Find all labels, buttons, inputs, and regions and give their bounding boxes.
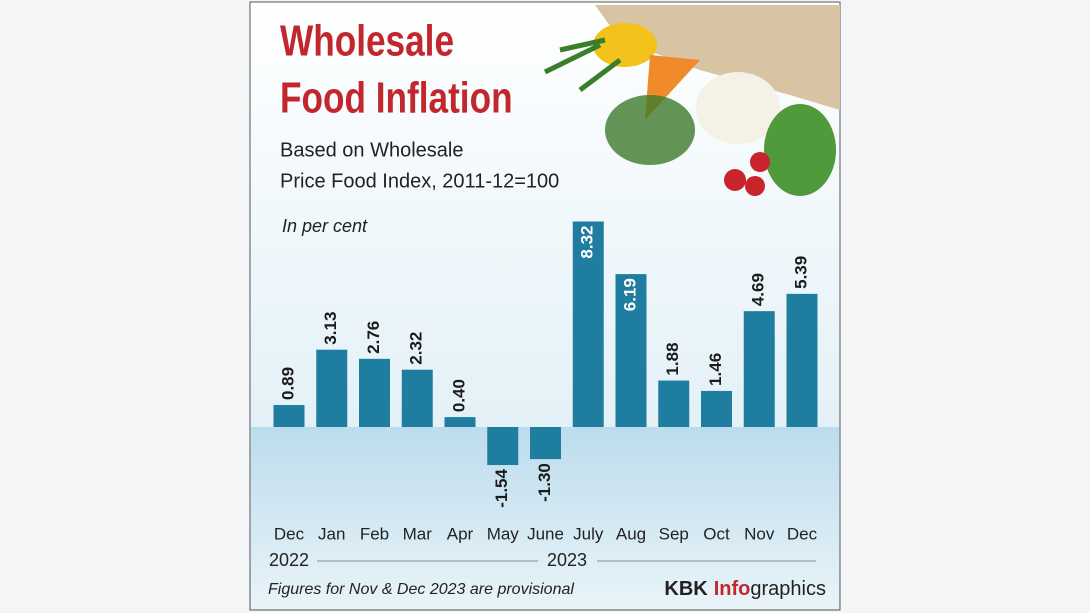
unit-label: In per cent [282,216,368,236]
bar [359,358,390,427]
x-tick-label: Oct [703,524,730,543]
x-tick-label: Sep [659,524,689,543]
bar [786,293,818,427]
year-label: 2023 [547,550,587,570]
footnote: Figures for Nov & Dec 2023 are provision… [268,581,574,598]
x-tick-label: May [487,524,520,543]
x-tick-label: Nov [744,524,775,543]
x-tick-label: Mar [403,524,433,543]
value-label: 0.40 [449,379,468,412]
x-tick-label: Feb [360,524,389,543]
title-line: Food Inflation [280,74,513,123]
x-tick-label: Dec [787,524,818,543]
x-tick-label: July [573,524,604,543]
value-label: 0.89 [278,367,297,400]
bar [444,417,476,427]
bar [316,349,348,427]
source-name: KBK [664,578,708,600]
value-label: -1.54 [492,468,511,507]
value-label: 2.32 [407,332,426,365]
source-rest: graphics [750,578,826,600]
bar [401,369,433,427]
x-tick-label: Dec [274,524,305,543]
x-tick-label: June [527,524,564,543]
source: KBK Infographics [664,578,826,600]
source-highlight: Info [714,578,751,600]
bar [658,380,690,427]
vegetables-illustration [543,5,840,196]
subtitle-line: Based on Wholesale [280,139,463,161]
bar [743,311,775,427]
bar [273,405,305,427]
value-label: 4.69 [749,273,768,306]
bar [701,390,732,427]
value-label: 3.13 [321,312,340,345]
bar [530,427,561,460]
x-tick-label: Aug [616,524,646,543]
bar [487,427,519,466]
value-label: 8.32 [578,225,597,258]
bar [572,221,604,427]
value-label: 1.88 [663,342,682,375]
value-label: 2.76 [364,321,383,354]
x-tick-label: Jan [318,524,345,543]
bar [615,274,647,427]
value-label: -1.30 [535,463,554,502]
value-label: 1.46 [706,353,725,386]
value-label: 5.39 [791,256,810,289]
subtitle-line: Price Food Index, 2011-12=100 [280,170,559,192]
title-line: Wholesale [280,17,454,66]
value-label: 6.19 [620,278,639,311]
year-label: 2022 [269,550,309,570]
x-tick-label: Apr [447,524,474,543]
